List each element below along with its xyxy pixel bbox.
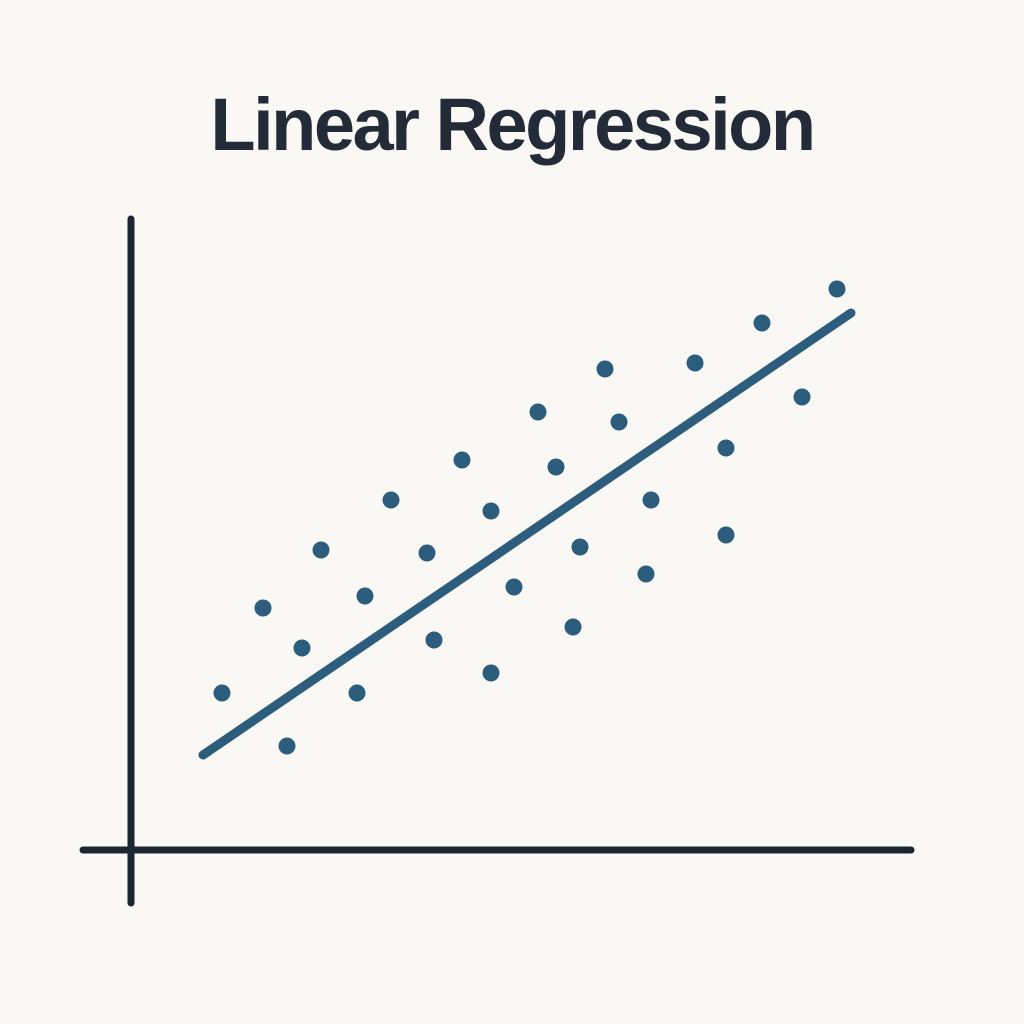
scatter-point bbox=[596, 360, 614, 378]
scatter-point bbox=[753, 314, 771, 332]
scatter-point bbox=[610, 413, 628, 431]
scatter-point bbox=[571, 538, 589, 556]
scatter-point bbox=[356, 587, 374, 605]
scatter-point bbox=[529, 403, 547, 421]
scatter-point bbox=[254, 599, 272, 617]
scatter-point bbox=[278, 737, 296, 755]
scatter-point bbox=[637, 565, 655, 583]
scatter-point bbox=[686, 354, 704, 372]
scatter-point bbox=[418, 544, 436, 562]
scatter-point bbox=[425, 631, 443, 649]
scatter-point bbox=[382, 491, 400, 509]
scatter-point bbox=[293, 639, 311, 657]
regression-line bbox=[198, 308, 856, 760]
scatter-point bbox=[717, 439, 735, 457]
scatter-point bbox=[312, 541, 330, 559]
scatter-points bbox=[213, 280, 846, 755]
scatter-point bbox=[213, 684, 231, 702]
scatter-point bbox=[717, 526, 735, 544]
scatter-point bbox=[453, 451, 471, 469]
scatter-point bbox=[793, 388, 811, 406]
chart-title: Linear Regression bbox=[210, 83, 816, 166]
scatter-point bbox=[828, 280, 846, 298]
scatter-point bbox=[642, 491, 660, 509]
scatter-point bbox=[348, 684, 366, 702]
scatter-point bbox=[564, 618, 582, 636]
scatter-point bbox=[547, 458, 565, 476]
scatter-point bbox=[482, 664, 500, 682]
scatter-point bbox=[505, 578, 523, 596]
scatter-point bbox=[482, 502, 500, 520]
